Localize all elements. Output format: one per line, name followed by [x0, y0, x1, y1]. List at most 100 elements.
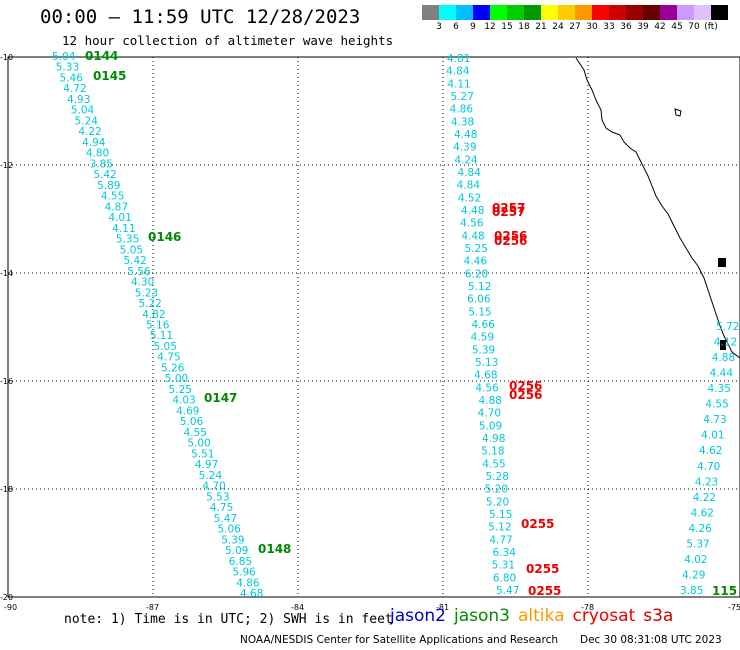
- wave-height-label: 5.31: [492, 560, 515, 572]
- wave-height-label: 4.75: [157, 352, 180, 364]
- wave-height-label: 4.39: [453, 142, 476, 154]
- wave-height-label: 5.47: [496, 585, 519, 597]
- color-scale-label: 33: [603, 22, 615, 32]
- page-subtitle: 12 hour collection of altimeter wave hei…: [62, 33, 394, 48]
- lon-label: -78: [581, 603, 594, 612]
- wave-height-label: 5.25: [465, 243, 488, 255]
- lon-label: -87: [146, 603, 159, 612]
- pass-time-label: 115: [712, 584, 737, 598]
- land-patch: [718, 258, 726, 267]
- color-scale-swatch: [524, 5, 541, 20]
- wave-height-label: 5.04: [52, 51, 76, 63]
- color-scale-label: 15: [501, 22, 513, 32]
- wave-height-label: 4.82: [142, 309, 165, 321]
- color-scale-label: 70: [688, 22, 700, 32]
- legend-entry: s3a: [643, 606, 674, 626]
- wave-height-label: 4.12: [714, 337, 737, 349]
- wave-height-label: 5.05: [154, 341, 177, 353]
- axis-labels: -10 -12 -14 -16 -18 -20 -90 -87 -84 -81 …: [0, 53, 740, 612]
- lon-label: -81: [436, 603, 449, 612]
- wave-height-label: 4.02: [684, 554, 707, 566]
- wave-height-label: 4.84: [446, 66, 470, 78]
- wave-height-label: 4.03: [172, 395, 195, 407]
- wave-height-label: 5.23: [135, 287, 158, 299]
- color-scale-swatch: [694, 5, 711, 20]
- island-outline: [674, 108, 682, 117]
- wave-height-label: 5.39: [221, 534, 244, 546]
- wave-height-label: 4.30: [131, 277, 154, 289]
- wave-height-label: 4.44: [710, 368, 734, 380]
- lat-label: -20: [0, 593, 13, 602]
- wave-height-label: 6.85: [229, 556, 252, 568]
- wave-height-label: 4.94: [82, 137, 106, 149]
- pass-time-label: 0257: [492, 205, 525, 219]
- coastline: [575, 57, 740, 359]
- legend-entry: cryosat: [572, 606, 636, 626]
- legend-entry: jason3: [454, 606, 510, 626]
- wave-height-label: 6.80: [493, 572, 516, 584]
- pass-time-label: 0145: [93, 69, 126, 83]
- wave-height-label: 5.06: [217, 524, 241, 536]
- color-scale-swatch: [660, 5, 677, 20]
- wave-height-label: 4.84: [457, 180, 481, 192]
- wave-height-label: 5.00: [187, 438, 210, 450]
- pass-time-label: 0144: [85, 49, 118, 63]
- pass-time-label: 0146: [148, 230, 181, 244]
- wave-height-label: 4.55: [705, 399, 728, 411]
- wave-height-label: 4.48: [461, 205, 484, 217]
- pass-time-label: 0147: [204, 391, 237, 405]
- wave-height-label: 5.15: [468, 306, 491, 318]
- wave-height-label: 3.85: [680, 585, 703, 597]
- color-scale-label: 12: [484, 22, 496, 32]
- color-scale-swatch: [711, 5, 728, 20]
- wave-height-label: 5.18: [481, 446, 504, 458]
- wave-height-label: 4.69: [176, 405, 199, 417]
- wave-height-label: 5.12: [488, 522, 511, 534]
- color-scale-swatch: [507, 5, 524, 20]
- color-scale-label: 18: [518, 22, 530, 32]
- wave-height-label: 6.20: [465, 268, 488, 280]
- wave-height-label: 5.72: [716, 321, 739, 333]
- wave-height-label: 6.06: [467, 294, 491, 306]
- wave-height-label: 4.55: [184, 427, 207, 439]
- lat-label: -14: [0, 269, 13, 278]
- map-frame: [7, 56, 740, 598]
- lat-label: -10: [0, 53, 13, 62]
- wave-height-label: 5.25: [169, 384, 192, 396]
- color-scale-swatch: [592, 5, 609, 20]
- wave-height-label: 4.48: [454, 129, 477, 141]
- wave-height-label: 5.04: [71, 105, 95, 117]
- wave-height-label: 4.72: [63, 83, 86, 95]
- color-scale-label: 42: [654, 22, 666, 32]
- wave-height-label: 5.13: [475, 357, 498, 369]
- wave-height-label: 4.52: [458, 192, 481, 204]
- color-scale-swatch: [643, 5, 660, 20]
- wave-height-label: 5.39: [472, 344, 495, 356]
- wave-height-label: 5.27: [451, 91, 474, 103]
- wave-height-label: 4.86: [236, 577, 260, 589]
- color-scale-label: (ft): [704, 22, 718, 32]
- wave-height-label: 4.55: [101, 191, 124, 203]
- lon-label: -75: [728, 603, 740, 612]
- pass-time-label: 0257: [492, 201, 525, 215]
- wave-height-label: 5.47: [214, 513, 237, 525]
- wave-height-label: 5.15: [489, 509, 512, 521]
- wave-height-label: 4.81: [447, 53, 470, 65]
- lat-label: -16: [0, 377, 13, 386]
- wave-height-label: 4.23: [695, 476, 718, 488]
- color-scale-swatch: [575, 5, 592, 20]
- wave-height-label: 4.62: [691, 507, 714, 519]
- wave-height-label: 4.24: [454, 154, 478, 166]
- wave-height-label: 5.06: [180, 416, 204, 428]
- wave-height-label: 4.38: [451, 116, 474, 128]
- color-scale-swatch: [677, 5, 694, 20]
- color-scale-swatch: [473, 5, 490, 20]
- wave-height-label: 4.59: [471, 332, 494, 344]
- legend-entry: jason2: [390, 606, 446, 626]
- wave-height-label: 4.22: [693, 492, 716, 504]
- pass-time-label: 0255: [528, 584, 561, 598]
- color-scale-swatch: [626, 5, 643, 20]
- wave-height-label: 4.11: [447, 78, 470, 90]
- wave-height-label: 4.35: [708, 383, 731, 395]
